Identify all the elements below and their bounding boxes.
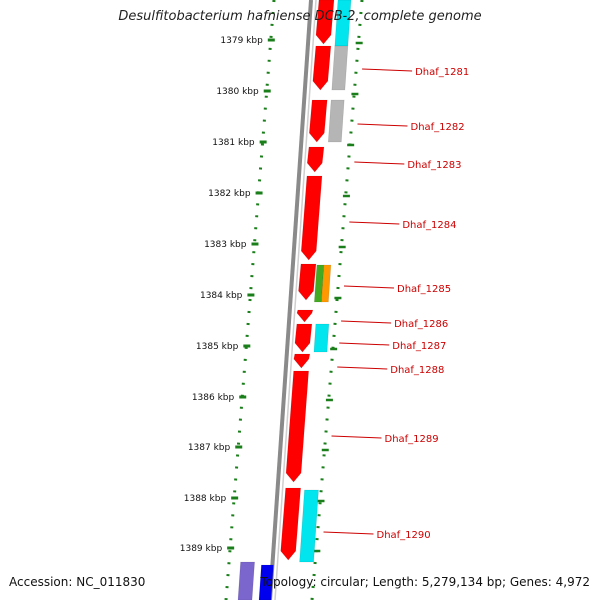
gene-leader-line xyxy=(358,124,408,126)
gene-leader-line xyxy=(362,69,412,71)
gene-label: Dhaf_1285 xyxy=(397,284,451,295)
gene-label: Dhaf_1290 xyxy=(377,530,431,541)
kbp-tick-label: 1381 kbp xyxy=(212,138,255,148)
kbp-tick-label: 1387 kbp xyxy=(188,443,231,453)
gene-label: Dhaf_1282 xyxy=(411,122,465,133)
gene-arrow xyxy=(281,488,301,560)
gene-block-purple xyxy=(238,562,255,600)
gene-block-gray xyxy=(328,100,344,142)
gene-arrow xyxy=(297,310,313,322)
accession-label: Accession: NC_011830 xyxy=(9,575,145,589)
gene-block-gray xyxy=(332,46,348,90)
kbp-tick-label: 1380 kbp xyxy=(216,87,259,97)
gene-label: Dhaf_1281 xyxy=(415,67,469,78)
gene-leader-line xyxy=(324,532,374,534)
kbp-tick-label: 1384 kbp xyxy=(200,291,243,301)
kbp-tick-label: 1389 kbp xyxy=(180,544,223,554)
gene-arrow xyxy=(309,100,327,142)
kbp-tick-label: 1388 kbp xyxy=(184,494,227,504)
genome-map-canvas: 1379 kbp 1380 kbp 1381 kbp 1382 kbp 1383 kbp… xyxy=(0,0,600,600)
gene-label: Dhaf_1286 xyxy=(394,319,448,330)
gene-label: Dhaf_1283 xyxy=(407,160,461,171)
gene-arrow xyxy=(313,46,331,90)
gene-leader-line xyxy=(337,367,387,369)
genome-summary: Topology: circular; Length: 5,279,134 bp… xyxy=(260,575,590,589)
gene-leader-line xyxy=(332,436,382,438)
gene-label: Dhaf_1287 xyxy=(392,341,446,352)
kbp-tick-label: 1386 kbp xyxy=(192,393,235,403)
kbp-tick-label: 1379 kbp xyxy=(220,36,263,46)
gene-leader-line xyxy=(339,343,389,345)
gene-block-cyan xyxy=(314,324,329,352)
gene-arrow xyxy=(294,354,310,368)
kbp-tick-label: 1383 kbp xyxy=(204,240,247,250)
map-title: Desulfitobacterium hafniense DCB-2, comp… xyxy=(0,9,600,24)
gene-leader-line xyxy=(354,162,404,164)
gene-leader-line xyxy=(344,286,394,288)
gene-leader-line xyxy=(349,222,399,224)
genome-map: Desulfitobacterium hafniense DCB-2, comp… xyxy=(0,0,600,600)
gene-label: Dhaf_1288 xyxy=(390,365,444,376)
gene-label: Dhaf_1289 xyxy=(385,434,439,445)
gene-arrow xyxy=(301,176,322,260)
kbp-tick-label: 1385 kbp xyxy=(196,342,239,352)
gene-arrow xyxy=(299,264,316,300)
gene-label: Dhaf_1284 xyxy=(402,220,456,231)
gene-arrow xyxy=(307,147,324,172)
gene-arrow xyxy=(295,324,312,352)
kbp-tick-label: 1382 kbp xyxy=(208,189,251,199)
gene-leader-line xyxy=(341,321,391,323)
